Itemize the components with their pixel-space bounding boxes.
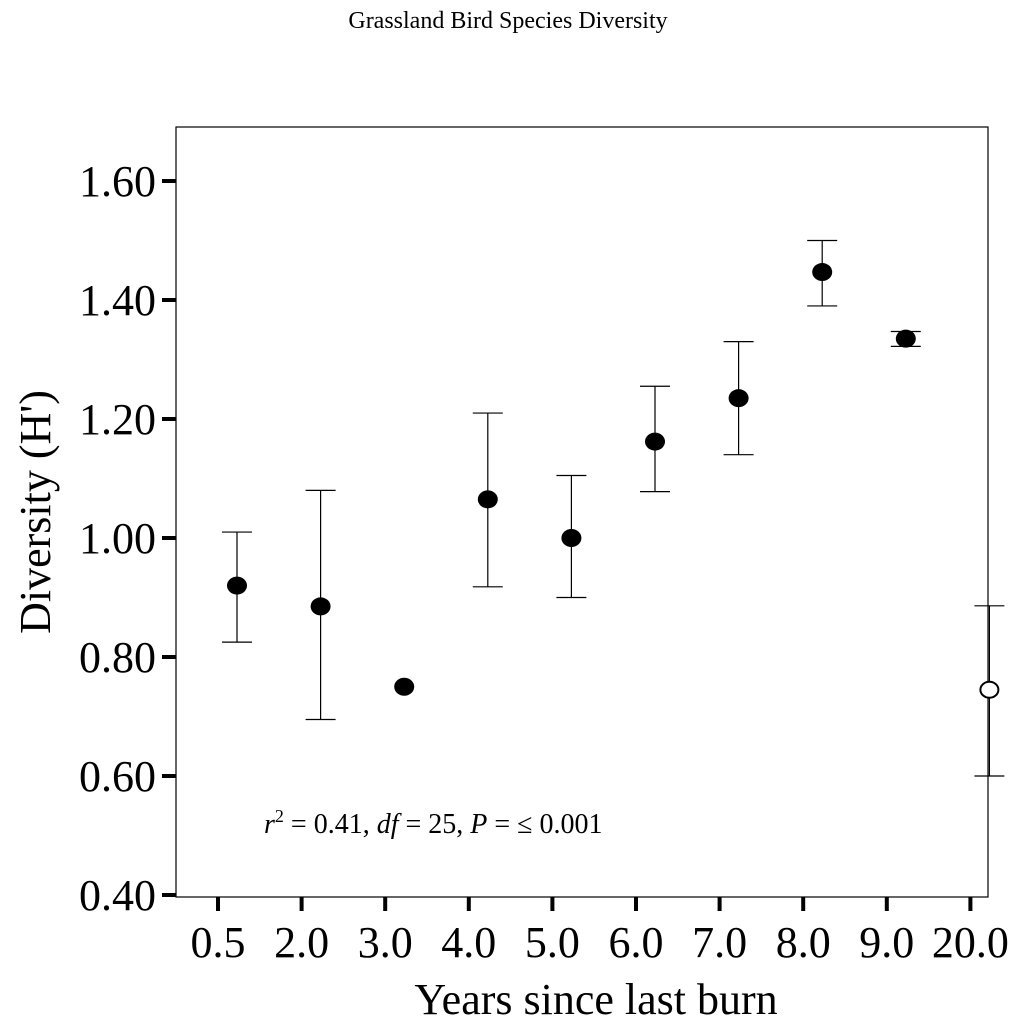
x-tick-label: 7.0 [692,918,747,967]
x-axis: 0.5 2.0 3.0 4.0 5.0 6.0 7.0 8.0 9.0 20.0 [191,897,1009,967]
data-point-open [979,680,1000,699]
x-tick-label: 5.0 [525,918,580,967]
x-tick-label: 9.0 [859,918,914,967]
df-symbol: df [377,809,402,840]
x-tick-label: 8.0 [776,918,831,967]
x-tick-label: 2.0 [274,918,329,967]
y-tick-label: 0.80 [79,633,156,682]
p-value: = ≤ 0.001 [487,809,602,840]
r-symbol: r [264,809,275,840]
x-axis-label: Years since last burn [414,975,777,1021]
x-tick-label: 0.5 [191,918,246,967]
data-point [227,576,247,595]
data-point [812,263,833,282]
y-axis: 0.40 0.60 0.80 1.00 1.20 1.40 1.60 [79,157,176,920]
data-point [645,432,665,451]
df-value: = 25, [398,809,470,840]
x-tick-label: 20.0 [932,918,1009,967]
x-tick-label: 4.0 [441,918,496,967]
y-tick-label: 1.00 [79,514,156,563]
y-tick-label: 0.40 [79,871,156,920]
data-point [394,677,415,696]
y-tick-label: 1.60 [79,157,156,206]
y-tick-label: 1.40 [79,276,156,325]
stats-annotation: r2 = 0.41, df = 25, P = ≤ 0.001 [264,806,603,840]
data-point [310,597,331,616]
plot-area-frame [175,126,989,898]
data-point [728,389,749,408]
y-tick-label: 1.20 [79,395,156,444]
x-tick-label: 6.0 [609,918,664,967]
data-point [561,529,582,547]
r-value: = 0.41, [284,809,377,840]
r-superscript: 2 [275,806,284,826]
y-axis-label: Diversity (H') [11,390,60,634]
x-tick-label: 3.0 [358,918,413,967]
p-symbol: P [469,809,487,840]
chart-title: Grassland Bird Species Diversity [348,8,668,34]
data-marks [222,239,1005,777]
data-point [895,329,916,348]
y-tick-label: 0.60 [79,752,156,801]
data-point [477,490,498,509]
